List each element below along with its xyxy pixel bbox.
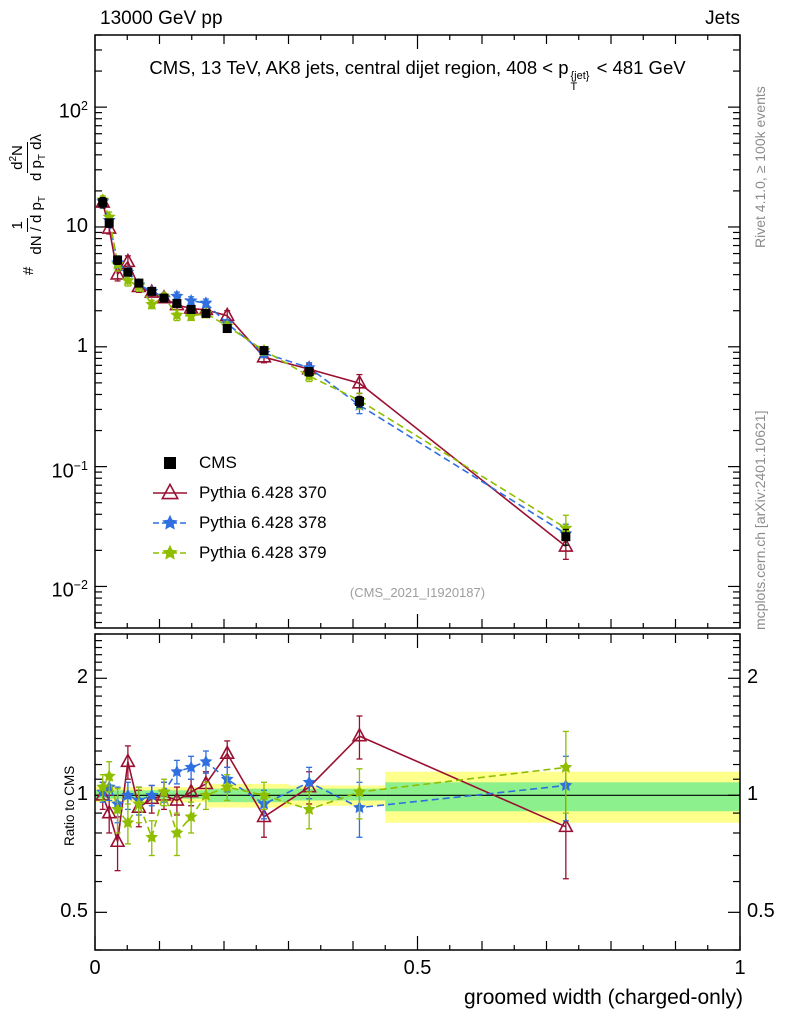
x-axis-label: groomed width (charged-only)	[464, 986, 743, 1009]
legend-label: Pythia 6.428 370	[199, 483, 327, 502]
triangle-marker-icon	[153, 483, 187, 500]
legend-item: Pythia 6.428 378	[152, 508, 327, 538]
legend-label: Pythia 6.428 378	[199, 513, 327, 532]
y-axis-label-fraction-2: d2N d pT dλ	[8, 134, 48, 181]
y-tick-label: 102	[58, 99, 88, 123]
x-tick-label: 0	[89, 957, 101, 979]
beam-energy-label: 13000 GeV pp	[100, 8, 223, 29]
ratio-tick-label-left: 1	[76, 783, 88, 806]
legend-item: Pythia 6.428 370	[152, 478, 327, 508]
y-axis-label-prefix: #	[20, 266, 37, 275]
x-tick-label: 0.5	[403, 957, 432, 979]
ratio-tick-label-right: 0.5	[747, 900, 775, 923]
plot-title: CMS, 13 TeV, AK8 jets, central dijet reg…	[149, 57, 686, 93]
star-marker-icon	[153, 544, 187, 560]
ratio-tick-label-right: 1	[747, 783, 759, 806]
mcplots-caption: mcplots.cern.ch [arXiv:2401.10621]	[752, 410, 768, 630]
square-marker-icon	[164, 457, 176, 469]
y-tick-label: 10−2	[51, 578, 88, 603]
y-tick-label: 10	[65, 214, 88, 237]
legend-label: CMS	[199, 453, 237, 472]
analysis-id-watermark: (CMS_2021_I1920187)	[349, 585, 486, 600]
ratio-tick-label-right: 2	[747, 666, 759, 689]
star-marker-icon	[153, 514, 187, 530]
legend: CMS Pythia 6.428 370 Pythia 6.428 378 Pythi…	[152, 448, 327, 568]
ratio-panel-series	[95, 715, 574, 880]
y-tick-label: 10−1	[51, 458, 88, 483]
main-panel-series	[95, 193, 574, 560]
legend-item: Pythia 6.428 379	[152, 538, 327, 568]
legend-label: Pythia 6.428 379	[199, 543, 327, 562]
y-tick-label: 1	[76, 334, 88, 357]
ratio-tick-label-left: 2	[76, 666, 88, 689]
axis-ticks	[94, 34, 741, 951]
uncertainty-bands	[95, 771, 740, 823]
ratio-tick-label-left: 0.5	[60, 900, 88, 923]
x-tick-label: 1	[734, 957, 746, 979]
analysis-group-label: Jets	[705, 8, 740, 29]
y-axis-label: # 1 dN / d pT d2N d pT dλ	[8, 38, 49, 368]
legend-item: CMS	[152, 448, 327, 478]
rivet-version-caption: Rivet 4.1.0, ≥ 100k events	[752, 86, 768, 248]
